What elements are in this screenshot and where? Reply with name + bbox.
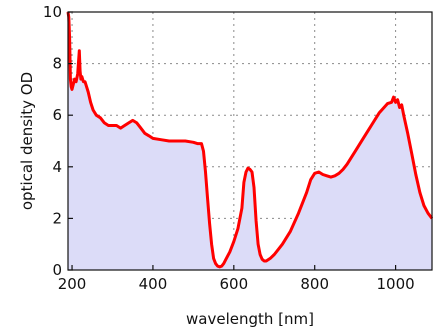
y-tick-label: 8 — [52, 55, 62, 73]
x-tick-label: 800 — [300, 275, 329, 293]
series-line — [66, 11, 433, 269]
y-tick-label: 4 — [52, 158, 62, 176]
x-tick-label: 600 — [220, 275, 249, 293]
y-tick-label: 6 — [52, 106, 62, 124]
x-tick-label: 1000 — [377, 275, 415, 293]
y-axis-label: optical density OD — [18, 72, 36, 210]
axis-ticks: 200 400 600 800 1000 0 2 4 6 8 10 — [43, 3, 415, 293]
y-tick-label: 10 — [43, 3, 62, 21]
y-tick-label: 2 — [52, 209, 62, 227]
x-tick-label: 200 — [58, 275, 87, 293]
area-fill — [68, 12, 432, 270]
x-tick-label: 400 — [139, 275, 168, 293]
x-axis-label: wavelength [nm] — [186, 310, 314, 328]
plot-frame — [67, 11, 433, 271]
y-tick-label: 0 — [52, 261, 62, 279]
